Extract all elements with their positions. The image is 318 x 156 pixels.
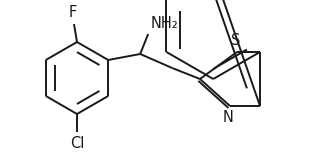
Text: N: N [223,110,233,125]
Text: S: S [231,33,241,48]
Text: F: F [69,5,77,20]
Text: Cl: Cl [70,136,84,151]
Text: NH₂: NH₂ [150,16,178,31]
